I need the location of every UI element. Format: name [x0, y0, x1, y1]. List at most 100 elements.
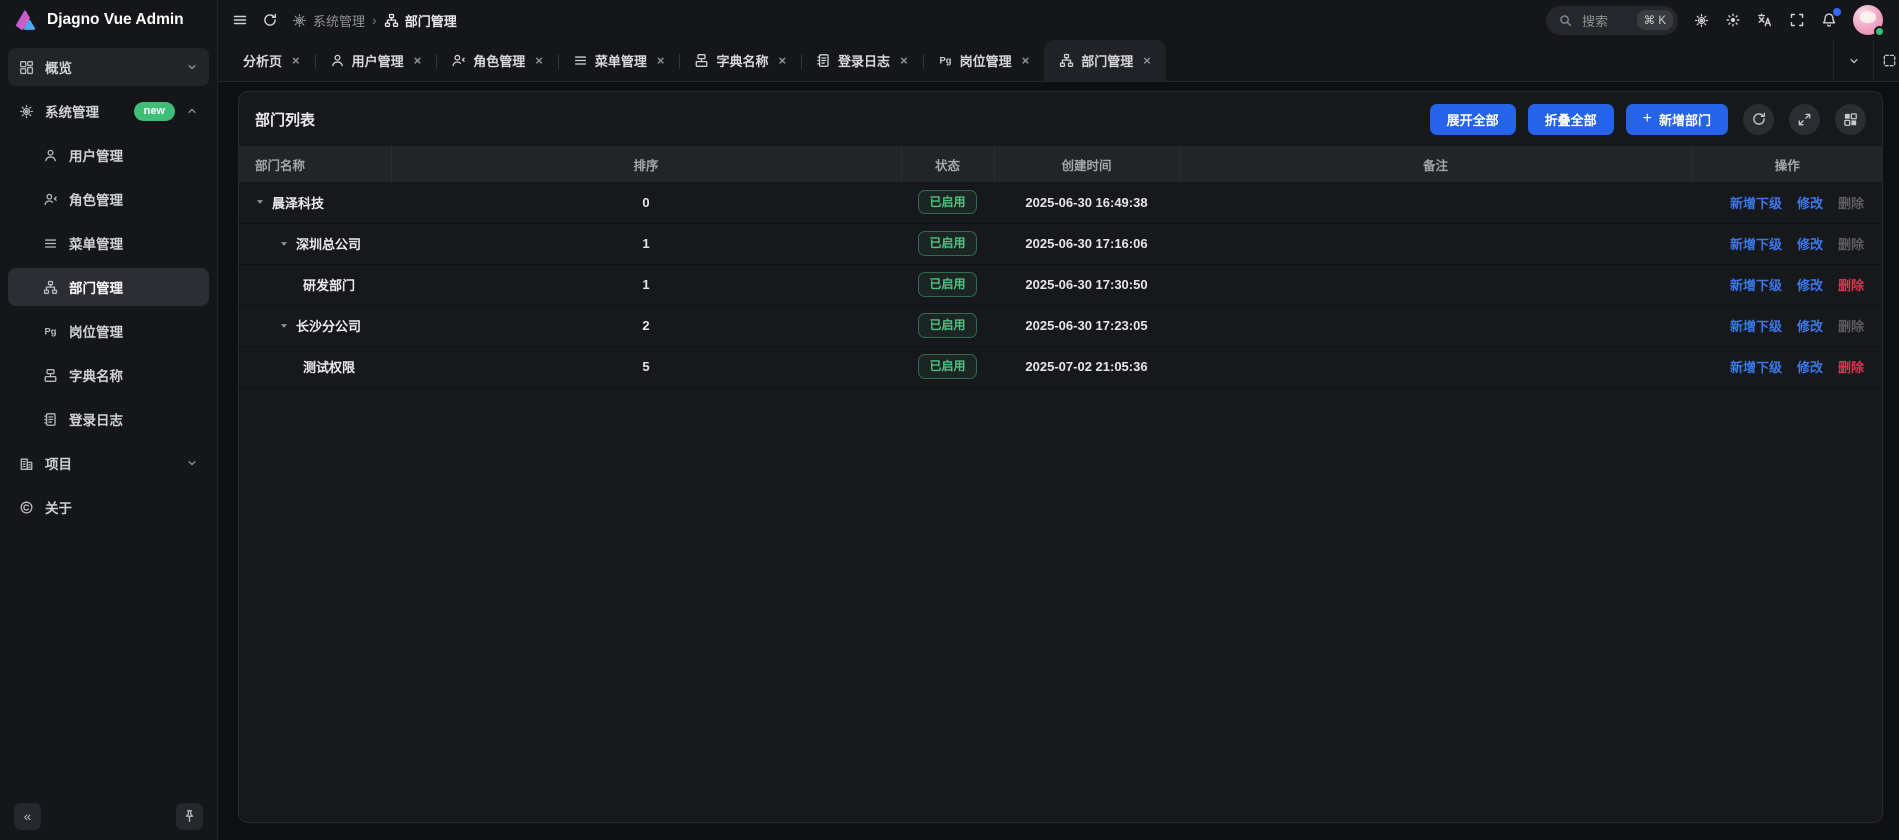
sidebar-item-0[interactable]: 概览: [8, 48, 209, 86]
created-time: 2025-06-30 17:23:05: [1025, 318, 1148, 333]
breadcrumb-item-system[interactable]: 系统管理: [292, 11, 365, 30]
tab-分析页[interactable]: 分析页 ×: [228, 40, 315, 81]
sidebar-item-10[interactable]: 关于: [8, 488, 209, 526]
search-placeholder: 搜索: [1582, 13, 1609, 29]
close-icon[interactable]: ×: [535, 53, 543, 68]
edit-link[interactable]: 修改: [1796, 278, 1823, 293]
edit-link[interactable]: 修改: [1796, 195, 1823, 211]
delete-link[interactable]: 删除: [1837, 278, 1864, 293]
sidebar-item-5[interactable]: 部门管理: [8, 268, 209, 306]
table-row: 深圳总公司 1 已启用 2025-06-30 17:16:06 新增下级 修改 删除: [239, 223, 1882, 265]
collapse-all-button[interactable]: 折叠全部: [1527, 103, 1614, 135]
tabs-maximize-icon[interactable]: [1873, 40, 1899, 81]
sidebar-nav: 概览系统管理 new 用户管理角色管理菜单管理部门管理 Pg 岗位管理字典名称登录日志项…: [0, 40, 217, 792]
add-dept-button[interactable]: + 新增部门: [1625, 103, 1728, 135]
edit-link[interactable]: 修改: [1796, 319, 1823, 334]
dept-name: 研发部门: [303, 278, 356, 293]
status-badge: 已启用: [918, 354, 977, 379]
role-icon: [42, 192, 59, 207]
table-row: 研发部门 1 已启用 2025-06-30 17:30:50 新增下级 修改 删除: [239, 264, 1882, 306]
tabs-chevron-down-icon[interactable]: [1833, 40, 1873, 81]
table-body: 晨泽科技 0 已启用 2025-06-30 16:49:38 新增下级 修改 删除 深圳总公司…: [239, 182, 1882, 388]
fullscreen-icon[interactable]: [1789, 12, 1805, 28]
remark-cell: [1179, 223, 1692, 265]
search-input[interactable]: 搜索 ⌘ K: [1546, 5, 1678, 35]
tab-部门管理[interactable]: 部门管理 ×: [1044, 40, 1166, 81]
tree-caret-icon[interactable]: [255, 197, 265, 207]
breadcrumb-item-dept[interactable]: 部门管理: [384, 11, 457, 30]
tab-菜单管理[interactable]: 菜单管理 ×: [557, 40, 680, 81]
tab-label: 字典名称: [716, 54, 769, 69]
role-icon: [451, 53, 466, 68]
topbar: 系统管理 › 部门管理 搜索 ⌘ K: [218, 0, 1899, 40]
app-title: Djagno Vue Admin: [47, 11, 184, 28]
avatar[interactable]: [1853, 5, 1885, 37]
tree-caret-icon[interactable]: [279, 239, 289, 249]
col-created: 创建时间: [993, 146, 1179, 182]
menu-icon: [573, 53, 588, 68]
sidebar-item-9[interactable]: 项目: [8, 444, 209, 482]
table-fullscreen-icon[interactable]: [1789, 103, 1820, 135]
table-columns-icon[interactable]: [1835, 103, 1866, 135]
tab-岗位管理[interactable]: Pg 岗位管理 ×: [922, 40, 1045, 81]
user-icon: [330, 53, 345, 68]
sidebar-item-8[interactable]: 登录日志: [8, 400, 209, 438]
close-icon[interactable]: ×: [656, 53, 665, 68]
delete-link: 删除: [1837, 237, 1864, 252]
status-badge: 已启用: [918, 272, 977, 297]
add-child-link[interactable]: 新增下级: [1729, 278, 1782, 293]
edit-link[interactable]: 修改: [1796, 360, 1823, 375]
close-icon[interactable]: ×: [778, 53, 787, 68]
settings-gear-icon[interactable]: [1694, 13, 1709, 28]
sidebar-item-1[interactable]: 系统管理 new: [8, 92, 209, 130]
close-icon[interactable]: ×: [413, 53, 422, 68]
refresh-icon[interactable]: [262, 12, 278, 28]
status-badge: 已启用: [918, 313, 977, 338]
status-badge: 已启用: [918, 231, 977, 256]
add-child-link[interactable]: 新增下级: [1729, 319, 1782, 334]
add-child-link[interactable]: 新增下级: [1729, 195, 1782, 211]
sidebar-item-4[interactable]: 菜单管理: [8, 224, 209, 262]
sidebar-item-3[interactable]: 角色管理: [8, 180, 209, 218]
sidebar-item-2[interactable]: 用户管理: [8, 136, 209, 174]
tab-登录日志[interactable]: 登录日志 ×: [801, 40, 923, 81]
edit-link[interactable]: 修改: [1796, 237, 1823, 252]
delete-link: 删除: [1837, 319, 1864, 334]
sidebar: Djagno Vue Admin 概览系统管理 new 用户管理角色管理菜单管理部门…: [0, 0, 218, 840]
menu-icon: [42, 236, 59, 251]
expand-all-button[interactable]: 展开全部: [1429, 103, 1516, 135]
project-icon: [18, 456, 35, 471]
tab-字典名称[interactable]: 字典名称 ×: [679, 40, 801, 81]
tab-label: 菜单管理: [594, 54, 647, 69]
main-column: 系统管理 › 部门管理 搜索 ⌘ K: [218, 0, 1899, 840]
created-time: 2025-07-02 21:05:36: [1025, 359, 1148, 374]
add-child-link[interactable]: 新增下级: [1729, 237, 1782, 252]
table-refresh-icon[interactable]: [1743, 103, 1774, 135]
notifications-bell-icon[interactable]: [1821, 8, 1841, 28]
plus-icon: +: [1642, 110, 1652, 127]
tab-角色管理[interactable]: 角色管理 ×: [436, 40, 558, 81]
add-child-link[interactable]: 新增下级: [1729, 360, 1782, 375]
remark-cell: [1179, 182, 1692, 224]
close-icon[interactable]: ×: [1143, 53, 1151, 68]
hamburger-icon[interactable]: [232, 12, 248, 28]
language-icon[interactable]: [1757, 12, 1773, 28]
dept-name: 长沙分公司: [296, 319, 362, 334]
close-icon[interactable]: ×: [1021, 53, 1030, 68]
sidebar-item-label: 用户管理: [69, 149, 123, 164]
delete-link[interactable]: 删除: [1837, 360, 1864, 375]
tab-用户管理[interactable]: 用户管理 ×: [314, 40, 437, 81]
sidebar-collapse-button[interactable]: «: [14, 802, 41, 830]
sidebar-item-6[interactable]: Pg 岗位管理: [8, 312, 209, 350]
sidebar-item-7[interactable]: 字典名称: [8, 356, 209, 394]
dict-icon: [694, 53, 709, 68]
theme-sun-icon[interactable]: [1725, 12, 1741, 28]
close-icon[interactable]: ×: [292, 53, 300, 68]
sidebar-item-label: 字典名称: [69, 369, 123, 384]
tree-caret-icon[interactable]: [279, 321, 289, 331]
breadcrumb-separator: ›: [372, 12, 377, 28]
status-badge: 已启用: [918, 190, 977, 215]
col-dept-name: 部门名称: [239, 146, 391, 182]
close-icon[interactable]: ×: [900, 53, 908, 68]
pin-icon[interactable]: [176, 802, 203, 830]
